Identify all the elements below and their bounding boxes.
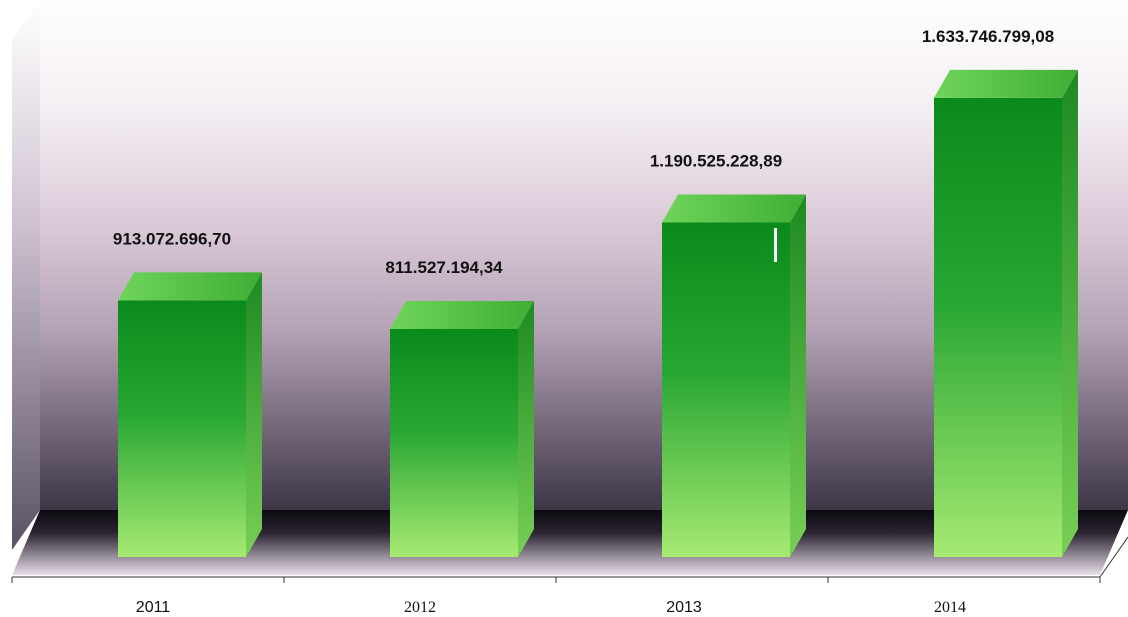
x-tick-labels-group: 2011 2012 2013 2014 bbox=[136, 599, 966, 616]
bar-top bbox=[390, 300, 534, 329]
x-axis-depth-line bbox=[1099, 536, 1128, 578]
x-axis-ticks bbox=[11, 577, 1101, 583]
white-marker bbox=[774, 228, 777, 262]
x-tick-label: 2011 bbox=[136, 599, 171, 616]
data-labels-group: 913.072.696,70 811.527.194,34 1.190.525.22… bbox=[113, 27, 1054, 277]
x-tick-label: 2012 bbox=[404, 599, 436, 616]
bar-side bbox=[246, 272, 262, 557]
data-label: 1.190.525.228,89 bbox=[650, 151, 782, 170]
bar-front bbox=[662, 222, 790, 558]
data-label: 1.633.746.799,08 bbox=[922, 27, 1054, 46]
bars-group bbox=[118, 69, 1078, 558]
bar-top bbox=[934, 69, 1078, 98]
bar-side bbox=[1062, 69, 1078, 558]
bar-front bbox=[118, 300, 246, 557]
bar-top bbox=[662, 194, 806, 223]
left-wall bbox=[12, 0, 40, 550]
bar-front bbox=[390, 328, 518, 557]
bar-front bbox=[934, 97, 1062, 558]
bar-2014 bbox=[934, 69, 1078, 558]
bar-2013 bbox=[662, 194, 806, 558]
floor bbox=[12, 510, 1128, 575]
back-wall bbox=[40, 0, 1128, 510]
bar-top bbox=[118, 272, 262, 301]
x-tick-label: 2013 bbox=[666, 599, 702, 616]
x-tick-label: 2014 bbox=[934, 599, 966, 616]
data-label: 913.072.696,70 bbox=[113, 229, 231, 248]
bar-2011 bbox=[118, 272, 262, 557]
bar-side bbox=[790, 194, 806, 558]
data-label: 811.527.194,34 bbox=[385, 258, 503, 277]
bar-side bbox=[518, 300, 534, 557]
bar-2012 bbox=[390, 300, 534, 557]
